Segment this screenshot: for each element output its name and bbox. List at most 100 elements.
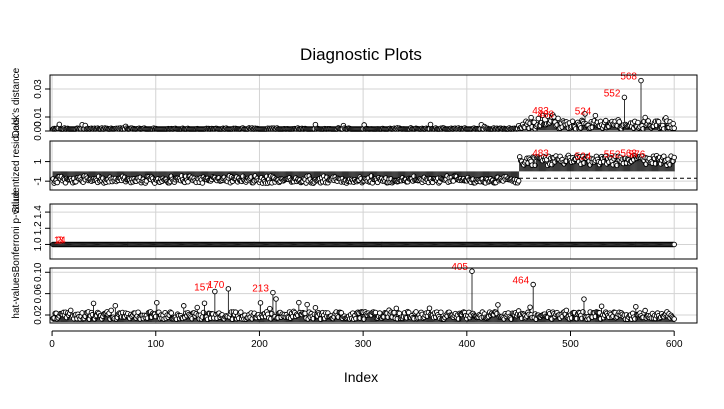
data-point xyxy=(312,304,319,311)
y-tick-label: -1 xyxy=(33,176,44,185)
data-point xyxy=(671,125,677,131)
data-point xyxy=(671,316,677,322)
x-tick-label: 300 xyxy=(355,339,372,350)
data-point xyxy=(635,119,641,126)
data-point xyxy=(200,309,207,316)
point-label: 568 xyxy=(620,72,637,83)
data-point xyxy=(304,301,310,308)
data-point xyxy=(652,160,659,167)
point-label: 568 xyxy=(620,149,637,160)
point-label: 552 xyxy=(604,88,621,99)
x-tick-label: 100 xyxy=(147,339,164,350)
data-point xyxy=(393,305,400,312)
data-point xyxy=(563,307,570,314)
y-tick-label: 0.06 xyxy=(33,283,44,303)
data-point xyxy=(671,154,677,161)
data-point xyxy=(532,162,539,169)
panel-frame xyxy=(49,140,698,191)
data-point xyxy=(530,281,536,288)
point-label: 524 xyxy=(575,152,592,163)
data-point xyxy=(528,114,534,121)
data-point xyxy=(90,300,97,307)
x-tick-label: 400 xyxy=(458,339,475,350)
data-point xyxy=(582,111,588,117)
point-label: 170 xyxy=(208,280,225,291)
data-point xyxy=(54,179,61,186)
data-point xyxy=(495,302,501,308)
point-label: 524 xyxy=(575,107,592,118)
x-tick-label: 600 xyxy=(666,339,683,350)
data-point xyxy=(655,119,662,125)
x-tick-label: 500 xyxy=(562,339,579,350)
data-point xyxy=(671,241,677,248)
data-point xyxy=(267,305,273,312)
y-tick-label: 1.0 xyxy=(33,237,44,251)
data-point xyxy=(56,121,63,128)
point-label: 576 xyxy=(629,150,646,161)
y-tick-label: 0.01 xyxy=(33,107,44,127)
data-point xyxy=(642,307,648,314)
y-tick-label: 1 xyxy=(33,158,44,164)
data-point xyxy=(508,316,515,322)
data-point xyxy=(555,115,561,122)
y-tick-label: 0.03 xyxy=(33,79,44,99)
point-label: 4 xyxy=(60,235,66,246)
data-point xyxy=(455,316,462,322)
data-point xyxy=(614,162,620,169)
data-point xyxy=(603,117,609,124)
data-point xyxy=(67,307,74,314)
y-tick-label: 1.2 xyxy=(33,221,44,235)
data-point xyxy=(581,296,587,302)
data-point xyxy=(225,286,232,292)
data-point xyxy=(527,304,533,310)
point-label: 213 xyxy=(252,284,269,295)
chart-title: Diagnostic Plots xyxy=(300,45,422,64)
data-point xyxy=(645,118,652,124)
panel-frame xyxy=(49,74,698,132)
y-axis-label: Studentized residuals xyxy=(11,118,22,214)
x-tick-label: 200 xyxy=(251,339,268,350)
data-point xyxy=(515,178,522,184)
data-point xyxy=(621,94,628,101)
data-point xyxy=(201,300,208,306)
data-point xyxy=(589,124,596,131)
y-tick-label: 0.02 xyxy=(33,305,44,325)
data-point xyxy=(296,299,302,306)
data-point xyxy=(154,299,160,306)
data-point xyxy=(270,289,276,296)
data-point xyxy=(426,305,433,311)
y-axis-label: hat-values xyxy=(11,272,22,318)
point-label: 488 xyxy=(537,109,554,120)
y-axis-label: Cook's distance xyxy=(11,67,22,138)
y-tick-label: 0.00 xyxy=(33,121,44,141)
data-point xyxy=(598,303,605,309)
data-point xyxy=(592,112,599,119)
data-point xyxy=(112,302,119,309)
data-point xyxy=(181,303,187,309)
data-point xyxy=(469,268,475,274)
data-point xyxy=(273,296,279,302)
data-point xyxy=(572,126,579,132)
point-label: 483 xyxy=(532,149,549,160)
data-point xyxy=(633,303,639,310)
y-tick-label: 0.10 xyxy=(33,262,44,282)
x-axis: 0 100 200 300 400 500 600 xyxy=(49,330,683,350)
x-axis-title: Index xyxy=(344,369,378,385)
data-point xyxy=(578,125,584,131)
point-label: 464 xyxy=(512,276,529,287)
data-point xyxy=(185,179,191,185)
data-point xyxy=(535,115,542,122)
point-label: 552 xyxy=(604,150,621,161)
data-point xyxy=(573,315,580,322)
data-point xyxy=(257,300,264,306)
data-point xyxy=(580,309,586,315)
data-point xyxy=(616,119,622,125)
y-axis-label: Bonferroni p-value xyxy=(11,190,22,272)
data-point xyxy=(638,77,644,84)
data-point xyxy=(194,304,200,311)
